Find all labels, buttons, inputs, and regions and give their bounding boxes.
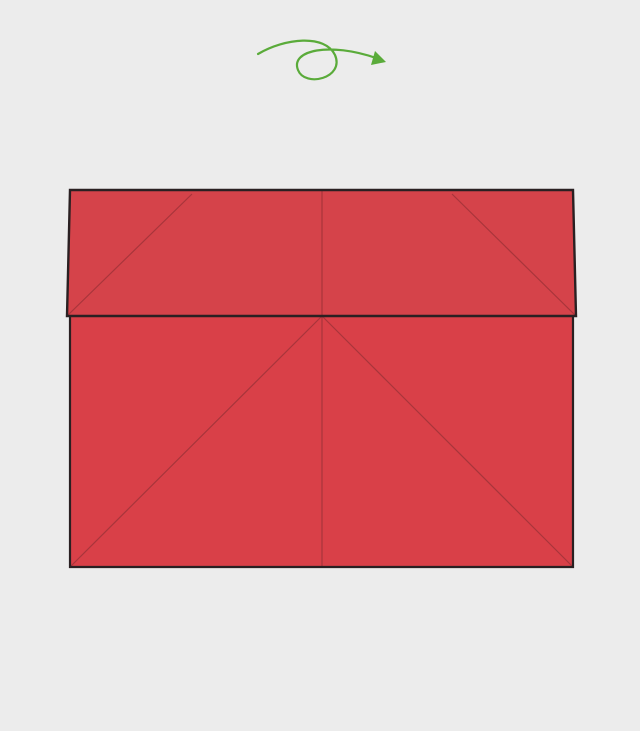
crease-left-diagonal: [69, 315, 323, 568]
crease-right-diagonal: [321, 315, 574, 568]
flap-crease-right: [451, 193, 577, 317]
turn-over-arrow-icon: [256, 39, 386, 81]
flap-outline: [65, 188, 578, 318]
paper-body: [68, 315, 575, 569]
flap-crease-left: [66, 193, 193, 317]
paper-top-flap: [65, 188, 578, 318]
paper-body-outline: [68, 316, 575, 569]
